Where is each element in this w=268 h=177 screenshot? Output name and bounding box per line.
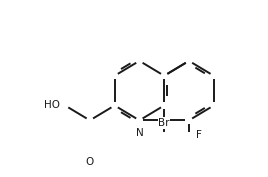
Text: HO: HO	[44, 101, 60, 110]
Text: O: O	[86, 157, 94, 167]
Text: N: N	[136, 128, 143, 138]
Text: Br: Br	[158, 118, 170, 128]
Text: F: F	[196, 130, 202, 140]
